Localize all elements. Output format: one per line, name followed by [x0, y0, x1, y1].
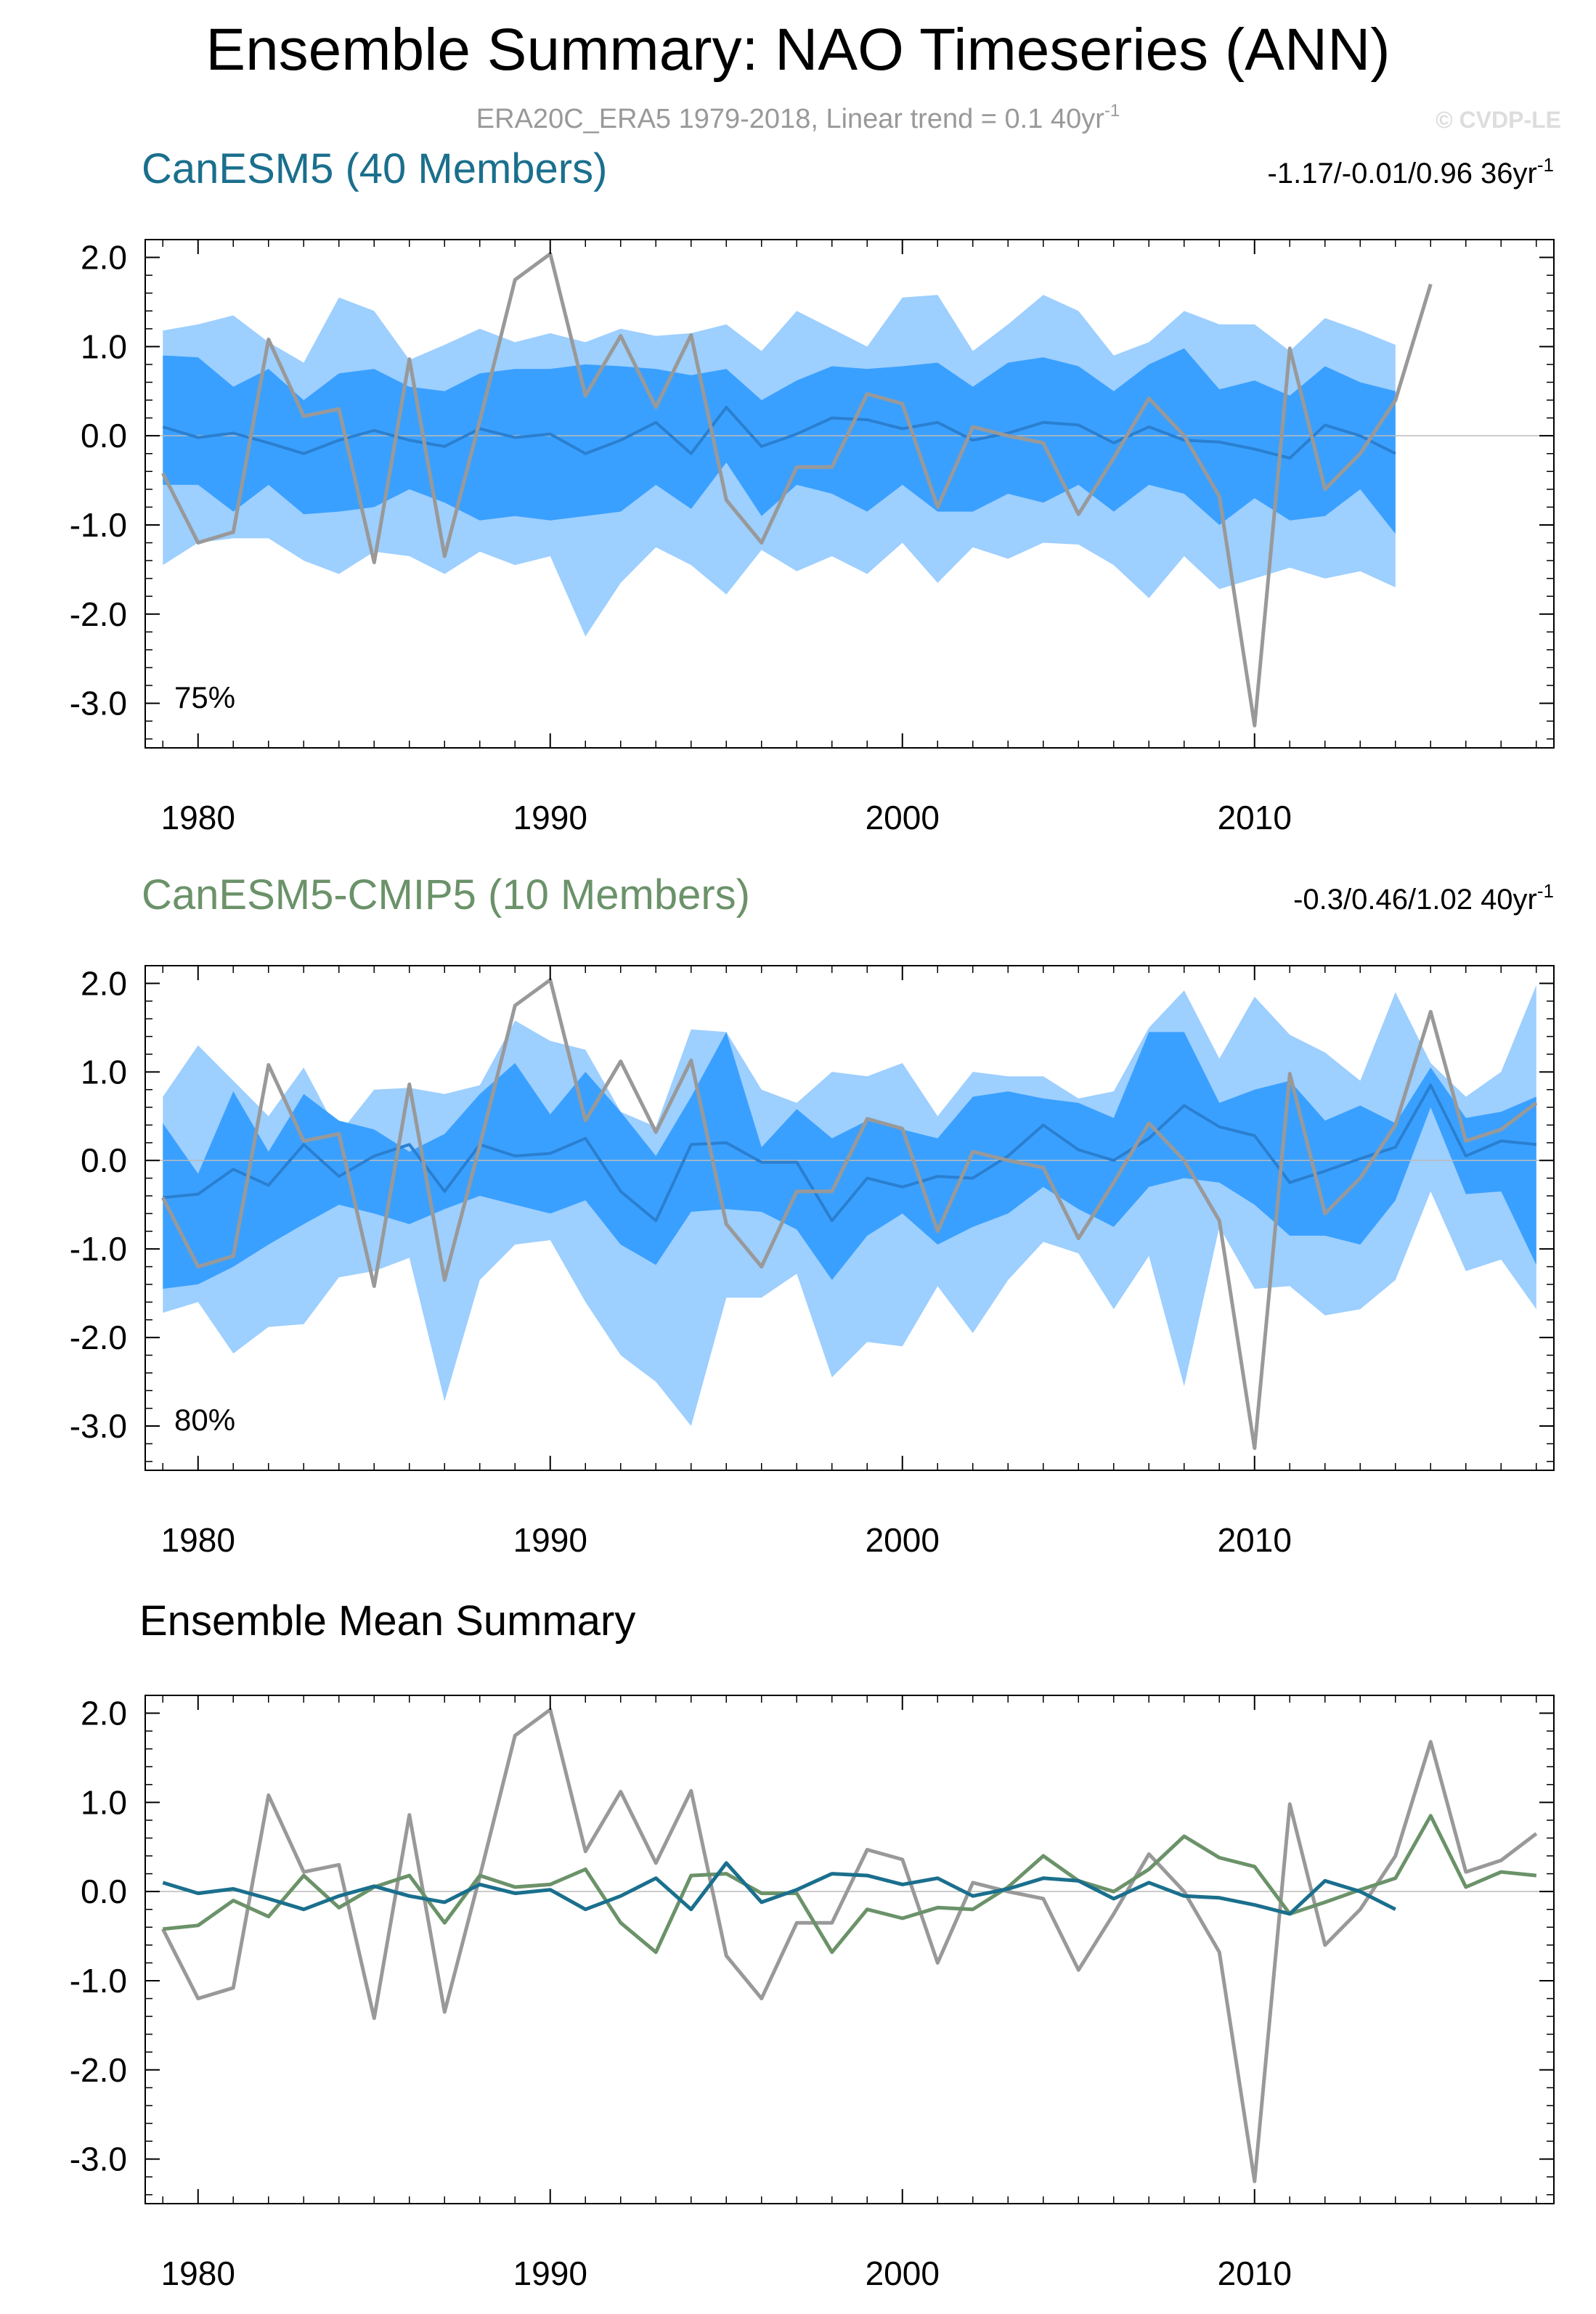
y-tick-label: -1.0 [70, 506, 127, 544]
ensemble-mean-line [162, 405, 1396, 460]
y-tick-label: -2.0 [70, 595, 127, 633]
percentile-label: 80% [174, 1403, 235, 1437]
figure-title: Ensemble Summary: NAO Timeseries (ANN) [205, 17, 1390, 83]
x-tick-label: 1990 [513, 1521, 587, 1559]
y-tick-label: -1.0 [70, 1962, 127, 2000]
series-line-canesm5-cmip5 [163, 1814, 1537, 1955]
panel-canesm5-stats: -1.17/-0.01/0.96 36yr-1 [1268, 154, 1554, 190]
x-tick-label: 1980 [161, 2254, 235, 2292]
panel-ensemble-mean-title: Ensemble Mean Summary [139, 1597, 635, 1645]
x-tick-label: 2010 [1218, 2254, 1292, 2292]
y-tick-label: -3.0 [70, 1407, 127, 1445]
y-tick-label: 0.0 [81, 1141, 127, 1179]
x-tick-label: 1980 [161, 1521, 235, 1559]
panel-canesm5-cmip5-stats-sup: -1 [1537, 880, 1554, 902]
panel-canesm5-cmip5-title: CanESM5-CMIP5 (10 Members) [142, 871, 750, 918]
y-tick-label: -1.0 [70, 1230, 127, 1268]
panel-canesm5-title: CanESM5 (40 Members) [142, 145, 607, 192]
y-tick-label: -2.0 [70, 2051, 127, 2089]
x-tick-label: 1990 [513, 799, 587, 836]
panel-canesm5-cmip5-stats: -0.3/0.46/1.02 40yr-1 [1293, 880, 1554, 916]
y-tick-label: 2.0 [81, 239, 127, 277]
obs-line [161, 978, 1538, 1450]
y-tick-label: 1.0 [81, 1053, 127, 1091]
y-tick-label: -3.0 [70, 685, 127, 722]
figure-subtitle: ERA20C_ERA5 1979-2018, Linear trend = 0.… [476, 101, 1120, 134]
x-tick-label: 2000 [866, 799, 940, 836]
copyright: © CVDP-LE [1436, 107, 1561, 133]
x-tick-label: 2000 [866, 1521, 940, 1559]
panel-ensemble-mean: Ensemble Mean Summary 2.0 1.0 0.0 -1.0 -2.0 -… [70, 1597, 1555, 2292]
x-tick-label: 1980 [161, 799, 235, 836]
y-tick-label: 2.0 [81, 964, 127, 1002]
panel-canesm5: CanESM5 (40 Members) -1.17/-0.01/0.96 36… [70, 145, 1555, 836]
x-tick-label: 2010 [1218, 1521, 1292, 1559]
x-tick-label: 1990 [513, 2254, 587, 2292]
y-tick-label: -3.0 [70, 2140, 127, 2178]
plot-frame [144, 1695, 1555, 2204]
y-tick-label: 1.0 [81, 327, 127, 365]
series-line-canesm5 [162, 1861, 1396, 1916]
x-tick-label: 2000 [866, 2254, 940, 2292]
plot-frame [144, 965, 1555, 1471]
percentile-label: 75% [174, 680, 235, 714]
figure-subtitle-sup: -1 [1104, 101, 1120, 121]
y-tick-label: 0.0 [81, 417, 127, 455]
y-tick-label: -2.0 [70, 1319, 127, 1356]
y-tick-label: 0.0 [81, 1873, 127, 1910]
plot-area-canesm5-cmip5: 80% 2.0 1.0 0.0 -1.0 -2.0 -3.0 1980 1990 2000 2010 [70, 964, 1555, 1559]
panel-canesm5-stats-sup: -1 [1537, 154, 1554, 176]
panel-canesm5-cmip5: CanESM5-CMIP5 (10 Members) -0.3/0.46/1.0… [70, 871, 1555, 1559]
x-tick-label: 2010 [1218, 799, 1292, 836]
plot-area-ensemble-mean: 2.0 1.0 0.0 -1.0 -2.0 -3.0 1980 1990 2000 2010 [70, 1695, 1555, 2292]
series-line-era20c-era5 [161, 1708, 1538, 2183]
plot-frame [144, 239, 1555, 749]
obs-line [161, 252, 1433, 728]
plot-area-canesm5: 75% 2.0 1.0 0.0 -1.0 -2.0 -3.0 1980 1990 2000 2010 [70, 239, 1555, 836]
y-tick-label: 2.0 [81, 1695, 127, 1732]
ensemble-mean-line [163, 1083, 1537, 1223]
y-tick-label: 1.0 [81, 1783, 127, 1821]
